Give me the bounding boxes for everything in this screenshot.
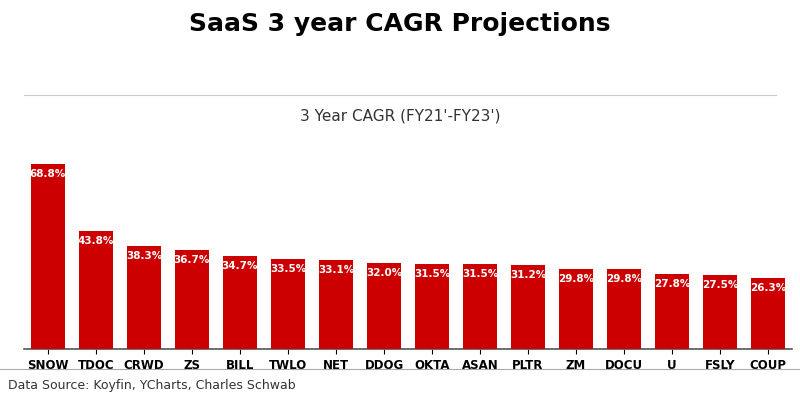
Bar: [270, 259, 306, 349]
Bar: [30, 165, 66, 349]
Text: 31.5%: 31.5%: [462, 269, 498, 279]
Text: 68.8%: 68.8%: [30, 169, 66, 179]
Text: 26.3%: 26.3%: [750, 283, 786, 293]
Text: 29.8%: 29.8%: [558, 273, 594, 283]
Bar: [366, 263, 402, 349]
Text: 27.8%: 27.8%: [654, 279, 690, 289]
Text: 33.5%: 33.5%: [270, 263, 306, 273]
Text: 29.8%: 29.8%: [606, 273, 642, 283]
Text: 3 Year CAGR (FY21'-FY23'): 3 Year CAGR (FY21'-FY23'): [300, 108, 500, 123]
Bar: [126, 247, 162, 349]
Text: SaaS 3 year CAGR Projections: SaaS 3 year CAGR Projections: [190, 12, 610, 36]
Text: 27.5%: 27.5%: [702, 279, 738, 290]
Text: 33.1%: 33.1%: [318, 264, 354, 274]
Text: 34.7%: 34.7%: [222, 260, 258, 270]
Bar: [558, 269, 594, 349]
Text: 38.3%: 38.3%: [126, 251, 162, 261]
Bar: [510, 265, 546, 349]
Text: 36.7%: 36.7%: [174, 255, 210, 265]
Bar: [174, 251, 210, 349]
Text: 31.5%: 31.5%: [414, 269, 450, 279]
Text: Data Source: Koyfin, YCharts, Charles Schwab: Data Source: Koyfin, YCharts, Charles Sc…: [8, 379, 296, 391]
Bar: [78, 232, 114, 349]
Bar: [462, 265, 498, 349]
Text: 31.2%: 31.2%: [510, 269, 546, 279]
Text: 43.8%: 43.8%: [78, 236, 114, 246]
Bar: [654, 275, 690, 349]
Bar: [702, 275, 738, 349]
Bar: [606, 269, 642, 349]
Bar: [318, 260, 354, 349]
Bar: [414, 265, 450, 349]
Bar: [222, 256, 258, 349]
Text: 32.0%: 32.0%: [366, 267, 402, 277]
Bar: [750, 279, 786, 349]
